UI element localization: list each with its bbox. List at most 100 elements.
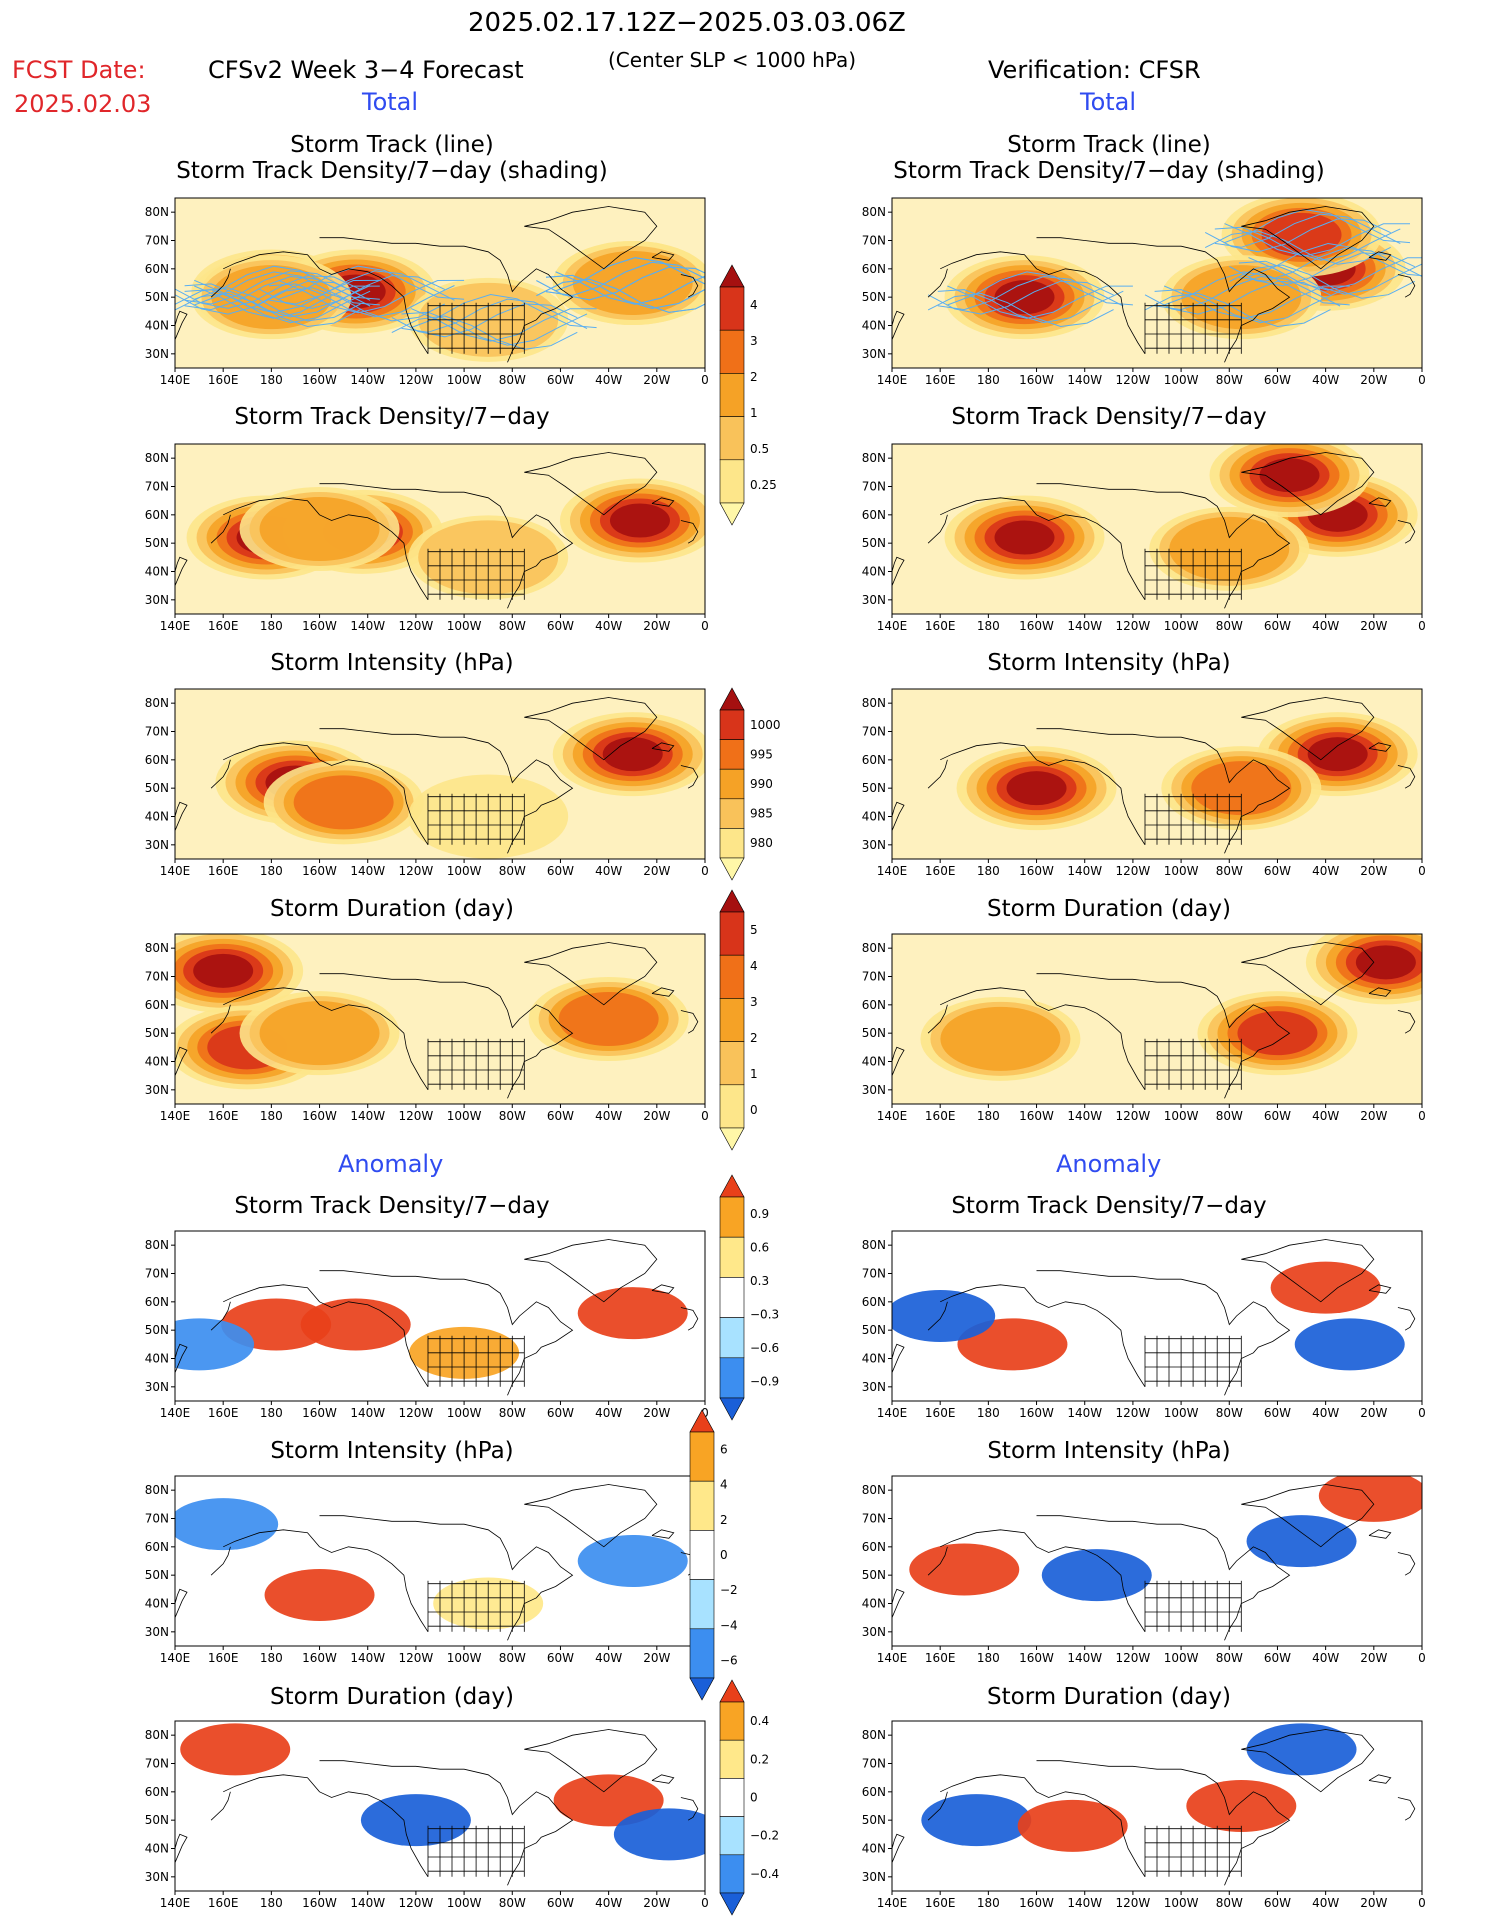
coastline [1241,1484,1375,1548]
lon-tick-label: 120W [1116,619,1151,633]
colorbar-segment [719,1739,745,1779]
coastline [223,742,429,846]
map-svg: 80N 70N 60N 50N 40N 30N 140E 160E 180 160W 140W 120… [145,933,709,1123]
coastline [223,1284,429,1388]
panel-title-density-anom-left: Storm Track Density/7−day [234,1193,550,1219]
lon-tick-label: 80W [1216,864,1243,878]
lon-tick-label: 160W [302,1651,337,1665]
coastline [1036,237,1291,363]
lat-tick-label: 70N [145,480,169,494]
data-region [892,1290,996,1342]
lon-tick-label: 140E [877,1896,908,1910]
lat-tick-label: 40N [862,1842,886,1856]
lon-tick-label: 140W [350,1651,385,1665]
lat-tick-label: 30N [862,593,886,607]
data-region [909,1543,1020,1596]
storm-track-line [927,280,1114,315]
coastline [319,1515,574,1641]
colorbar-label: 0.25 [750,478,777,492]
lon-tick-label: 160W [1019,1651,1054,1665]
lat-tick-label: 70N [145,1757,169,1771]
lon-tick-label: 0 [701,1406,709,1420]
map-intensity-forecast: 80N 70N 60N 50N 40N 30N 140E 160E 180 160W 140W 120… [130,684,710,879]
map-svg: 80N 70N 60N 50N 40N 30N 140E 160E 180 160W 140W 120… [862,443,1426,633]
colorbar-label: 4 [750,298,758,312]
lon-tick-label: 160W [302,1406,337,1420]
coastline [1241,942,1375,1006]
lon-tick-label: 120W [1116,1406,1151,1420]
lat-tick-label: 60N [862,1785,886,1799]
lon-tick-label: 140E [877,864,908,878]
lon-tick-label: 80W [499,619,526,633]
lon-tick-label: 140W [350,373,385,387]
data-region [1186,1780,1297,1832]
lat-tick-label: 50N [145,290,169,304]
fcst-date-label: FCST Date: [12,56,146,84]
lon-tick-label: 40W [1312,864,1339,878]
lat-tick-label: 70N [145,1512,169,1526]
lat-tick-label: 30N [145,838,169,852]
lat-tick-label: 50N [145,1568,169,1582]
map-duration-forecast: 80N 70N 60N 50N 40N 30N 140E 160E 180 160W 140W 120… [130,929,710,1124]
lon-tick-label: 140E [877,1651,908,1665]
coastline [524,1729,658,1793]
panel-title-track-line-left: Storm Track (line) [290,132,494,158]
colorbar-segment [719,1816,745,1856]
coastline [1036,1760,1291,1886]
lon-tick-label: 20W [1360,1651,1387,1665]
coastline [319,237,574,363]
colorbar-duration-total: 5 4 3 2 1 0 [719,889,800,1154]
lon-tick-label: 140E [877,373,908,387]
coastline [223,251,429,355]
lon-tick-label: 40W [1312,1406,1339,1420]
storm-track-line [410,293,597,329]
lat-tick-label: 50N [862,1026,886,1040]
map-svg: 80N 70N 60N 50N 40N 30N 140E 160E 180 160W 140W 120… [862,933,1426,1123]
data-region [293,775,394,830]
coastline [680,520,699,544]
lat-tick-label: 50N [145,1323,169,1337]
lat-tick-label: 40N [145,1352,169,1366]
storm-track-line [1204,230,1391,265]
lon-tick-label: 0 [701,373,709,387]
coastline [175,310,188,340]
lat-tick-label: 80N [145,451,169,465]
colorbar-label: −0.2 [750,1829,779,1843]
coastline [1036,483,1291,609]
lon-tick-label: 80W [1216,1109,1243,1123]
model-label: CFSv2 Week 3−4 Forecast [208,56,524,84]
lon-tick-label: 80W [1216,619,1243,633]
lon-tick-label: 140E [160,373,191,387]
colorbar-segment [719,798,745,829]
colorbar-label: 2 [750,370,758,384]
data-region [602,737,663,772]
lon-tick-label: 60W [1264,1651,1291,1665]
data-region [259,497,380,561]
lat-tick-label: 50N [145,1026,169,1040]
lon-tick-label: 40W [595,1406,622,1420]
colorbar-segment [689,1530,715,1580]
colorbar-bottom-arrow [689,1677,715,1701]
colorbar-label: 0 [750,1791,758,1805]
panel-title-intensity-left: Storm Intensity (hPa) [270,650,514,676]
storm-track-line [1204,218,1391,253]
data-region [264,1569,375,1621]
coastline [940,742,1146,846]
coastline [1241,206,1375,270]
coastline [892,1833,905,1863]
lat-tick-label: 50N [145,781,169,795]
coastline [319,1760,574,1886]
lat-tick-label: 30N [862,347,886,361]
colorbar-segment [719,1277,745,1318]
panel-title-duration-right: Storm Duration (day) [987,896,1231,922]
colorbar-label: 0.5 [750,442,769,456]
storm-track-line [278,279,465,314]
lon-tick-label: 20W [643,1896,670,1910]
lon-tick-label: 100W [447,1406,482,1420]
data-region [558,992,659,1046]
coastline [175,556,188,586]
storm-track-line [268,283,455,318]
panel-title-duration-left: Storm Duration (day) [270,896,514,922]
lat-tick-label: 40N [862,319,886,333]
lon-tick-label: 80W [499,864,526,878]
